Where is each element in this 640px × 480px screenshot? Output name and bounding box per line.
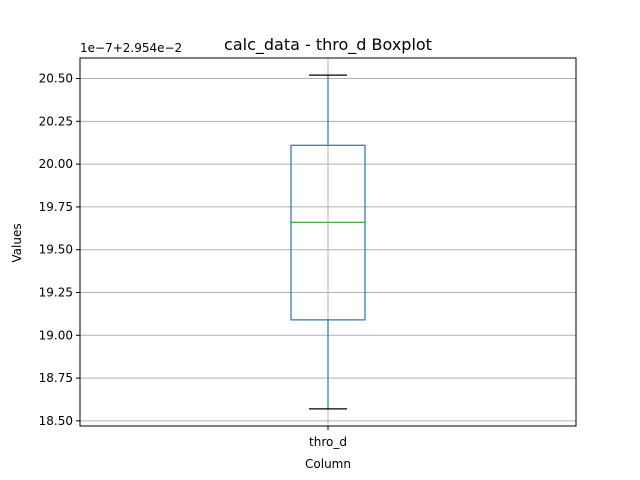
y-tick-label: 20.50 (39, 72, 73, 86)
box-layer (290, 74, 366, 410)
y-tick-label: 20.25 (39, 114, 73, 128)
axes: 18.50 18.75 19.00 19.25 19.50 19.75 20.00 20.25… (39, 57, 577, 449)
x-axis-label: Column (305, 457, 351, 471)
y-tick-label: 19.00 (39, 328, 73, 342)
y-tick-label: 18.50 (39, 414, 73, 428)
y-axis-label: Values (10, 223, 24, 262)
chart-title: calc_data - thro_d Boxplot (224, 35, 432, 55)
y-axis-offset-label: 1e−7+2.954e−2 (80, 41, 182, 55)
y-tick-label: 20.00 (39, 157, 73, 171)
y-tick-label: 19.50 (39, 243, 73, 257)
y-tick-label: 19.25 (39, 285, 73, 299)
y-tick-label: 18.75 (39, 371, 73, 385)
y-tick-label: 19.75 (39, 200, 73, 214)
box-iqr (290, 144, 366, 321)
x-tick-label: thro_d (309, 435, 347, 449)
